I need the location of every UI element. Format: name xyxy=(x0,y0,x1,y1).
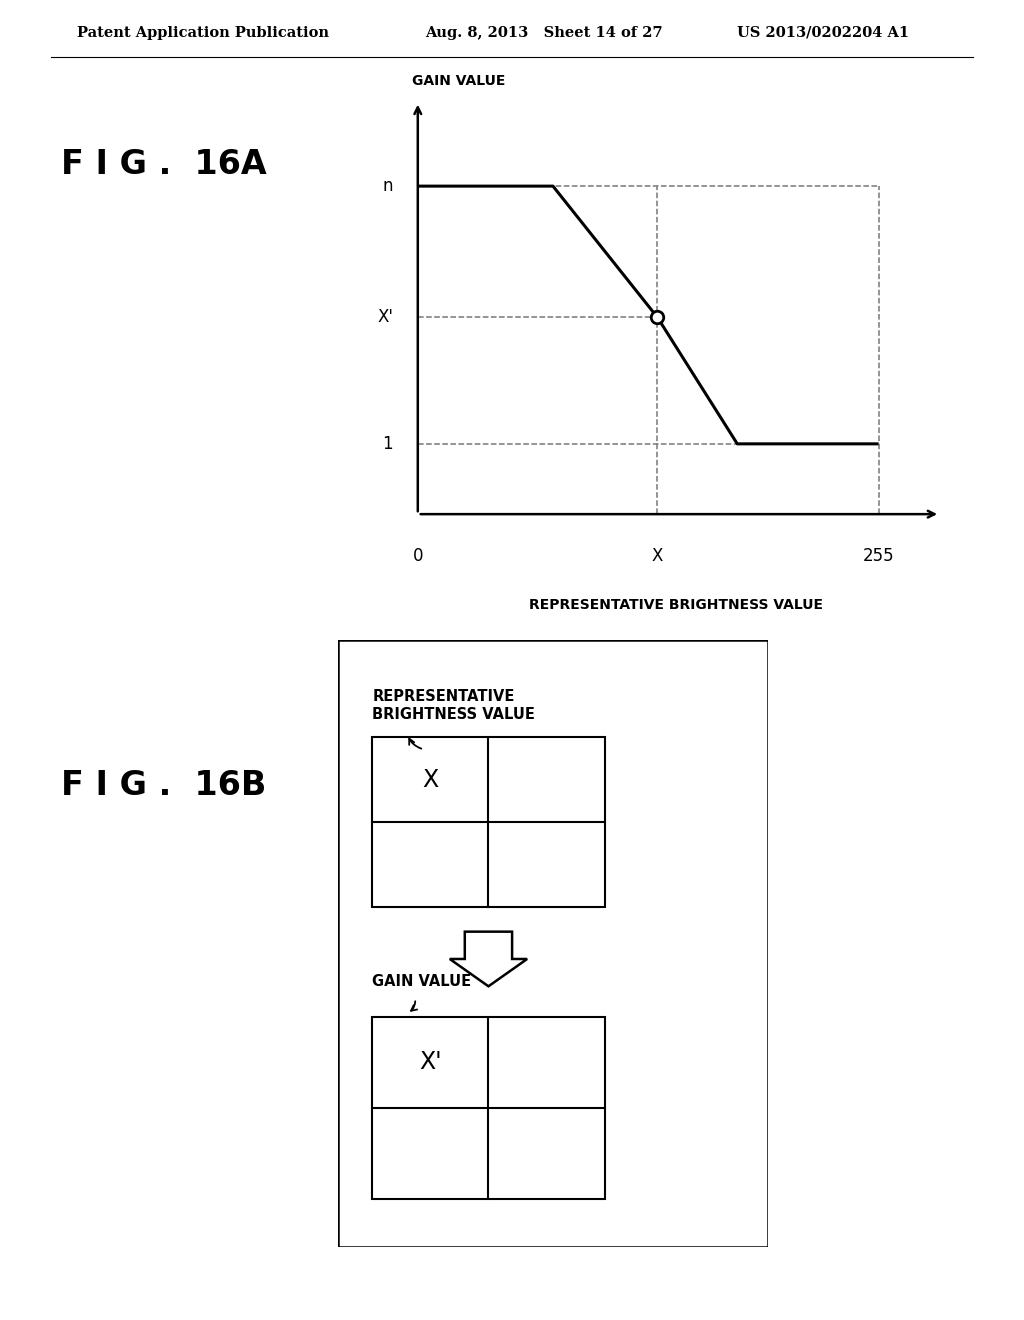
Text: F I G .  16B: F I G . 16B xyxy=(61,768,267,803)
Text: REPRESENTATIVE
BRIGHTNESS VALUE: REPRESENTATIVE BRIGHTNESS VALUE xyxy=(373,689,536,722)
Text: GAIN VALUE: GAIN VALUE xyxy=(412,74,505,87)
Bar xyxy=(373,738,604,907)
Text: X: X xyxy=(651,546,664,565)
Text: 0: 0 xyxy=(413,546,423,565)
Text: GAIN VALUE: GAIN VALUE xyxy=(373,974,471,989)
Text: Aug. 8, 2013   Sheet 14 of 27: Aug. 8, 2013 Sheet 14 of 27 xyxy=(425,26,663,40)
Bar xyxy=(373,1016,604,1199)
Text: X': X' xyxy=(419,1051,441,1074)
Text: REPRESENTATIVE BRIGHTNESS VALUE: REPRESENTATIVE BRIGHTNESS VALUE xyxy=(528,598,823,612)
Text: US 2013/0202204 A1: US 2013/0202204 A1 xyxy=(737,26,909,40)
Text: X': X' xyxy=(377,309,393,326)
Text: X: X xyxy=(422,768,438,792)
Text: n: n xyxy=(383,177,393,195)
Text: 255: 255 xyxy=(863,546,894,565)
Text: 1: 1 xyxy=(383,434,393,453)
Text: Patent Application Publication: Patent Application Publication xyxy=(77,26,329,40)
Text: F I G .  16A: F I G . 16A xyxy=(61,149,267,181)
